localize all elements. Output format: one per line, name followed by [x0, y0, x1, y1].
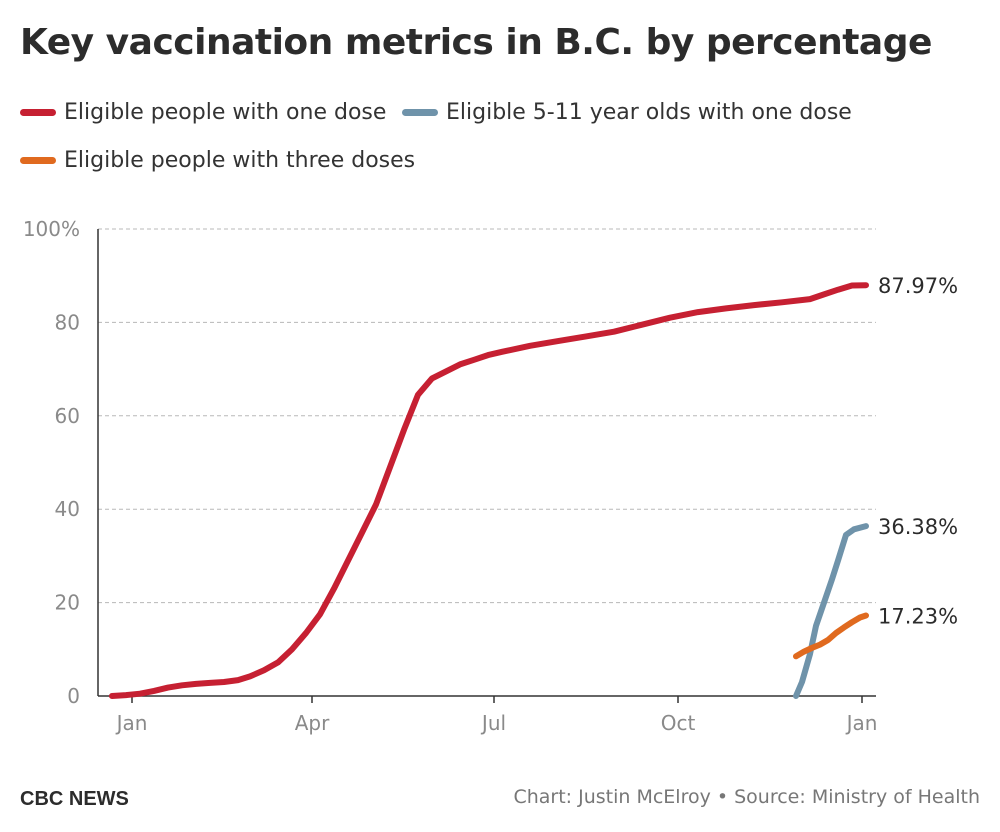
series-line-2	[793, 612, 869, 660]
end-value-label: 87.97%	[878, 274, 958, 298]
x-tick-label: Oct	[661, 711, 696, 735]
chart-title: Key vaccination metrics in B.C. by perce…	[20, 22, 932, 63]
end-value-label: 17.23%	[878, 605, 958, 629]
legend-swatch-5-11-one-dose	[402, 109, 438, 116]
legend-item-one-dose: Eligible people with one dose	[20, 100, 386, 125]
legend-swatch-three-doses	[20, 157, 56, 164]
x-tick-label: Apr	[295, 711, 330, 735]
legend-label-one-dose: Eligible people with one dose	[64, 100, 387, 125]
y-tick-label: 40	[55, 497, 80, 521]
x-tick-label: Jul	[480, 711, 506, 735]
y-tick-label: 0	[67, 684, 80, 708]
y-tick-label: 100%	[23, 217, 80, 241]
end-value-label: 36.38%	[878, 515, 958, 539]
x-tick-label: Jan	[115, 711, 148, 735]
legend-item-5-11-one-dose: Eligible 5-11 year olds with one dose	[402, 100, 852, 125]
brand-logo: CBC NEWS	[20, 788, 129, 810]
legend-label-5-11-one-dose: Eligible 5-11 year olds with one dose	[446, 100, 852, 125]
credit-line: Chart: Justin McElroy • Source: Ministry…	[513, 786, 980, 808]
x-tick-label: Jan	[845, 711, 878, 735]
series-line-1	[793, 523, 869, 699]
series-line-0	[109, 282, 869, 699]
legend-item-three-doses: Eligible people with three doses	[20, 148, 415, 173]
y-tick-label: 20	[55, 591, 80, 615]
legend-swatch-one-dose	[20, 109, 56, 116]
line-chart: 0 20 40 60 80 100% Jan Apr Jul Oct Jan 87.97% 36.38%…	[23, 217, 958, 735]
legend-label-three-doses: Eligible people with three doses	[64, 148, 416, 173]
y-tick-label: 60	[55, 404, 80, 428]
y-tick-label: 80	[55, 310, 80, 334]
